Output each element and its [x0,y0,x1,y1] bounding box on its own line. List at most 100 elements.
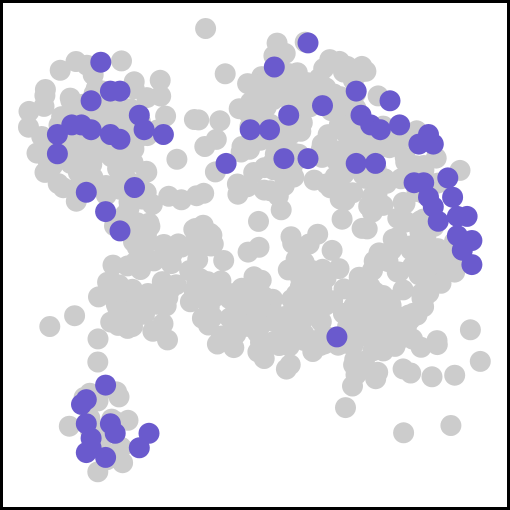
background-point [331,208,353,230]
highlight-point [259,119,280,141]
background-point [166,148,188,170]
background-point [411,288,433,309]
background-point [87,351,109,373]
background-point [137,283,159,304]
background-point [58,415,80,437]
background-point [107,158,129,180]
highlight-point [124,177,145,198]
highlight-point [138,422,160,444]
highlight-point [215,152,237,174]
background-point [230,141,252,163]
background-point [111,50,132,72]
highlight-point [437,167,459,189]
background-point [426,334,448,356]
background-point [390,327,412,349]
background-point [428,244,450,266]
highlight-point [239,119,261,141]
background-point [388,261,410,283]
highlight-point [379,90,401,112]
highlight-point [297,32,319,54]
highlight-point [365,152,386,174]
background-point [18,100,40,122]
background-point [280,226,302,248]
background-point [328,114,350,135]
background-point [440,415,462,436]
highlight-point [369,119,391,141]
background-point [219,307,241,329]
highlight-point [152,124,174,145]
background-point [136,87,158,109]
background-point [353,352,375,374]
highlight-point [46,143,68,165]
background-point [253,179,275,201]
background-point [254,157,276,179]
highlight-point [345,80,367,102]
background-point [52,177,74,199]
background-point [365,368,387,390]
background-point [282,315,304,337]
background-point [205,128,227,150]
background-point [138,212,160,234]
background-point [197,314,219,336]
background-point [374,335,396,357]
background-point [400,239,422,261]
background-point [405,155,427,177]
background-point [117,317,139,339]
background-point [311,278,333,300]
background-point [270,199,292,221]
background-point [253,286,275,308]
background-point [310,311,332,333]
background-point [112,452,134,474]
background-point [319,49,341,71]
highlight-point [95,446,117,468]
highlight-point [109,220,131,242]
background-point [102,254,124,276]
background-point [186,185,208,207]
background-point [248,210,269,232]
background-point [303,169,325,191]
highlight-point [427,210,449,232]
background-point [352,61,374,83]
highlight-point [422,133,444,155]
background-point [392,358,414,380]
background-point [421,366,443,388]
background-point [444,364,466,386]
background-point [279,354,301,376]
background-point [137,231,159,253]
background-point [179,260,201,281]
background-point [49,59,71,81]
background-point [237,241,259,263]
background-point [201,224,223,246]
background-point [376,172,398,194]
highlight-point [133,119,155,141]
background-point [183,280,205,302]
background-point [395,211,417,233]
background-point [300,259,322,281]
highlight-point [297,148,319,170]
highlight-point [75,442,97,464]
highlight-point [389,114,411,136]
highlight-point [75,181,97,203]
highlight-points-layer [46,32,483,468]
highlight-point [71,393,92,415]
background-point [149,69,171,91]
highlight-point [442,186,464,208]
background-point [351,217,373,239]
background-point [195,18,217,39]
background-point [307,223,329,245]
highlight-point [109,80,131,102]
highlight-point [104,422,126,444]
background-point [213,250,235,271]
background-point [210,270,232,292]
background-point [250,332,271,353]
highlight-point [326,326,348,348]
highlight-point [273,148,295,170]
highlight-point [71,114,92,136]
background-point [253,348,275,369]
background-point [378,137,400,159]
highlight-point [278,104,300,126]
background-point [64,305,86,327]
background-point [142,320,164,342]
